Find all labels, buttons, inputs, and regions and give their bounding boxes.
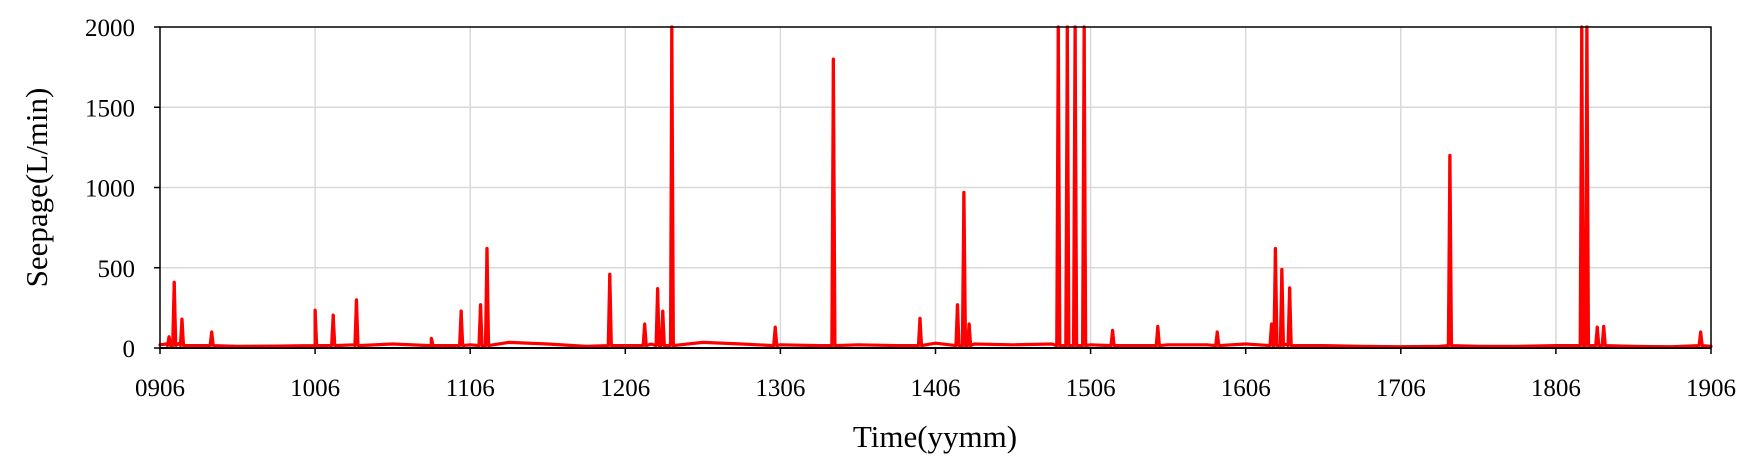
x-tick-label: 1706 (1376, 375, 1426, 402)
series-layer (158, 25, 1713, 349)
x-tick-label: 1006 (290, 375, 340, 402)
y-axis-title: Seepage(L/min) (19, 88, 54, 288)
x-tick-label: 1506 (1066, 375, 1116, 402)
y-tick-labels: 0 500 1000 1500 2000 (85, 15, 160, 363)
x-tick-label: 1306 (755, 375, 805, 402)
y-tick-label: 1000 (85, 176, 135, 203)
x-tick-label: 1106 (446, 375, 495, 402)
y-tick-label: 2000 (85, 15, 135, 42)
x-tick-label: 1806 (1531, 375, 1581, 402)
x-axis-title: Time(yymm) (853, 419, 1017, 454)
y-tick-label: 500 (98, 256, 136, 283)
x-tick-label: 1906 (1686, 375, 1736, 402)
x-tick-label: 0906 (135, 375, 185, 402)
y-tick-label: 0 (123, 336, 136, 363)
x-tick-label: 1206 (600, 375, 650, 402)
x-tick-label: 1406 (911, 375, 961, 402)
x-tick-label: 1606 (1221, 375, 1271, 402)
y-tick-label: 1500 (85, 95, 135, 122)
x-tick-labels: 0906 1006 1106 1206 1306 1406 1506 1606 1706 1806… (135, 348, 1736, 402)
gridlines (160, 27, 1711, 349)
